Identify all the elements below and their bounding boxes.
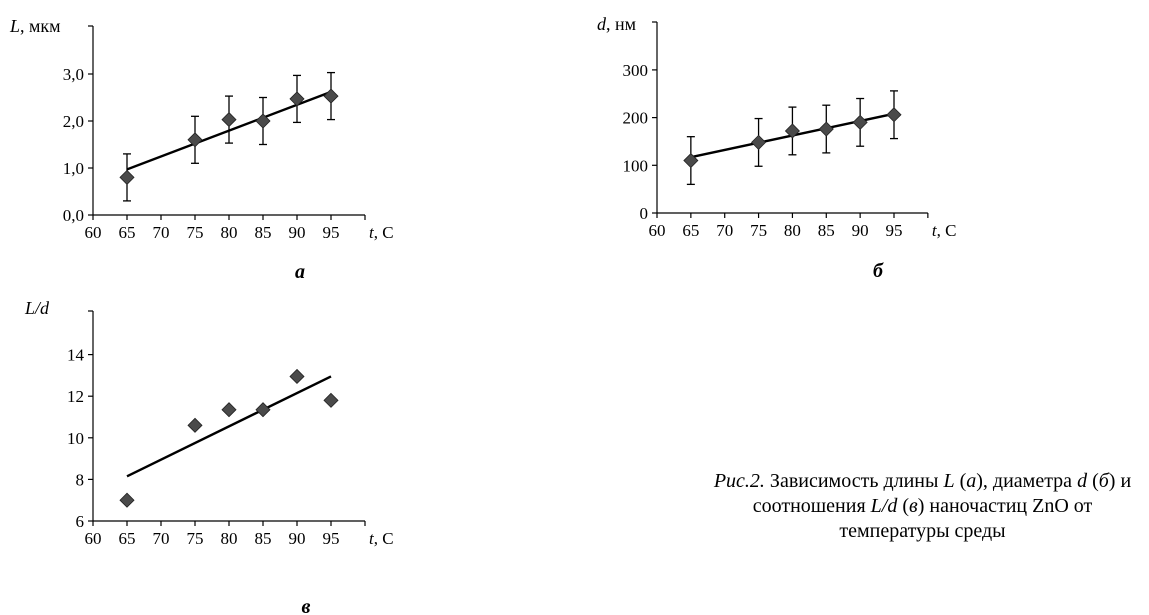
data-point — [255, 402, 271, 418]
x-tick-label: 65 — [119, 529, 136, 548]
panel-label: а — [295, 261, 305, 283]
y-tick-label: 2,0 — [63, 112, 84, 131]
x-tick-label: 85 — [255, 529, 272, 548]
y-tick-label: 300 — [623, 61, 649, 80]
x-tick-label: 85 — [818, 221, 835, 240]
data-point — [323, 392, 339, 408]
caption-a: а — [966, 470, 977, 492]
y-tick-label: 1,0 — [63, 159, 84, 178]
y-tick-label: 3,0 — [63, 65, 84, 84]
data-point — [119, 492, 135, 508]
x-axis-label: t, C — [932, 221, 957, 240]
trend-line — [126, 375, 332, 478]
caption-text-4: наночастиц ZnO от температуры среды — [839, 495, 1093, 542]
y-tick-label: 10 — [67, 429, 84, 448]
y-tick-label: 200 — [623, 109, 649, 128]
x-tick-label: 80 — [221, 223, 238, 242]
y-tick-label: 12 — [67, 387, 84, 406]
x-tick-label: 70 — [153, 223, 170, 242]
caption-d: d — [1077, 470, 1088, 492]
x-tick-label: 60 — [85, 529, 102, 548]
caption-text-3: и соотношения — [752, 470, 1132, 517]
data-point — [289, 368, 305, 385]
chart-1: 60 65 70 75 80 85 90 95 t, C 0,0 1,0 2,0 3,0 L, мкм а — [9, 16, 394, 283]
x-tick-label: 80 — [784, 221, 801, 240]
x-tick-label: 90 — [289, 223, 306, 242]
x-tick-label: 90 — [852, 221, 869, 240]
y-tick-label: 14 — [67, 346, 85, 365]
x-tick-label: 75 — [750, 221, 767, 240]
data-point — [221, 402, 237, 418]
x-tick-label: 95 — [886, 221, 903, 240]
caption-L: L — [943, 470, 955, 492]
y-axis-label: L, мкм — [9, 16, 61, 36]
panel-label: б — [873, 260, 884, 282]
data-point — [289, 91, 305, 107]
x-axis-label: t, C — [369, 223, 394, 242]
data-point — [187, 417, 203, 433]
panel-label: в — [302, 596, 311, 615]
y-tick-label: 6 — [76, 512, 85, 531]
data-point — [751, 134, 767, 150]
x-tick-label: 80 — [221, 529, 238, 548]
x-tick-label: 95 — [323, 223, 340, 242]
y-tick-label: 0,0 — [63, 206, 84, 225]
data-point — [255, 113, 271, 129]
x-tick-label: 75 — [187, 223, 204, 242]
x-tick-label: 65 — [682, 221, 699, 240]
data-point — [886, 107, 902, 123]
y-tick-label: 8 — [76, 470, 85, 489]
y-axis-label: d, нм — [597, 14, 636, 34]
chart-2: 60 65 70 75 80 85 90 95 t, C 0 100 200 300 d, нм б — [597, 14, 956, 282]
data-point — [221, 112, 237, 128]
figure-caption: Рис.2. Зависимость длины L (а), диаметра… — [713, 470, 1132, 542]
caption-prefix: Рис.2. — [713, 470, 765, 492]
x-tick-label: 70 — [716, 221, 733, 240]
x-tick-label: 65 — [119, 223, 136, 242]
x-tick-label: 60 — [649, 221, 666, 240]
data-point — [323, 88, 339, 104]
x-tick-label: 75 — [187, 529, 204, 548]
data-point — [683, 152, 699, 169]
data-point — [119, 169, 135, 185]
y-axis-label: L/d — [24, 298, 50, 318]
data-point — [187, 132, 203, 148]
y-tick-label: 100 — [623, 156, 649, 175]
x-tick-label: 90 — [289, 529, 306, 548]
x-tick-label: 60 — [85, 223, 102, 242]
data-point — [784, 123, 800, 139]
caption-b: б — [1098, 470, 1109, 492]
x-tick-label: 85 — [255, 223, 272, 242]
x-tick-label: 95 — [323, 529, 340, 548]
caption-v: в — [909, 495, 918, 517]
caption-text-1: Зависимость длины — [764, 470, 944, 492]
data-point — [818, 121, 834, 137]
x-axis-label: t, C — [369, 529, 394, 548]
data-point — [852, 114, 868, 130]
y-tick-label: 0 — [640, 204, 649, 223]
chart-3: 60 65 70 75 80 85 90 95 t, C 6 8 10 12 14 L/d в — [24, 298, 394, 615]
caption-Ld: L/d — [870, 495, 898, 517]
x-tick-label: 70 — [153, 529, 170, 548]
caption-text-2: , диаметра — [982, 470, 1078, 492]
